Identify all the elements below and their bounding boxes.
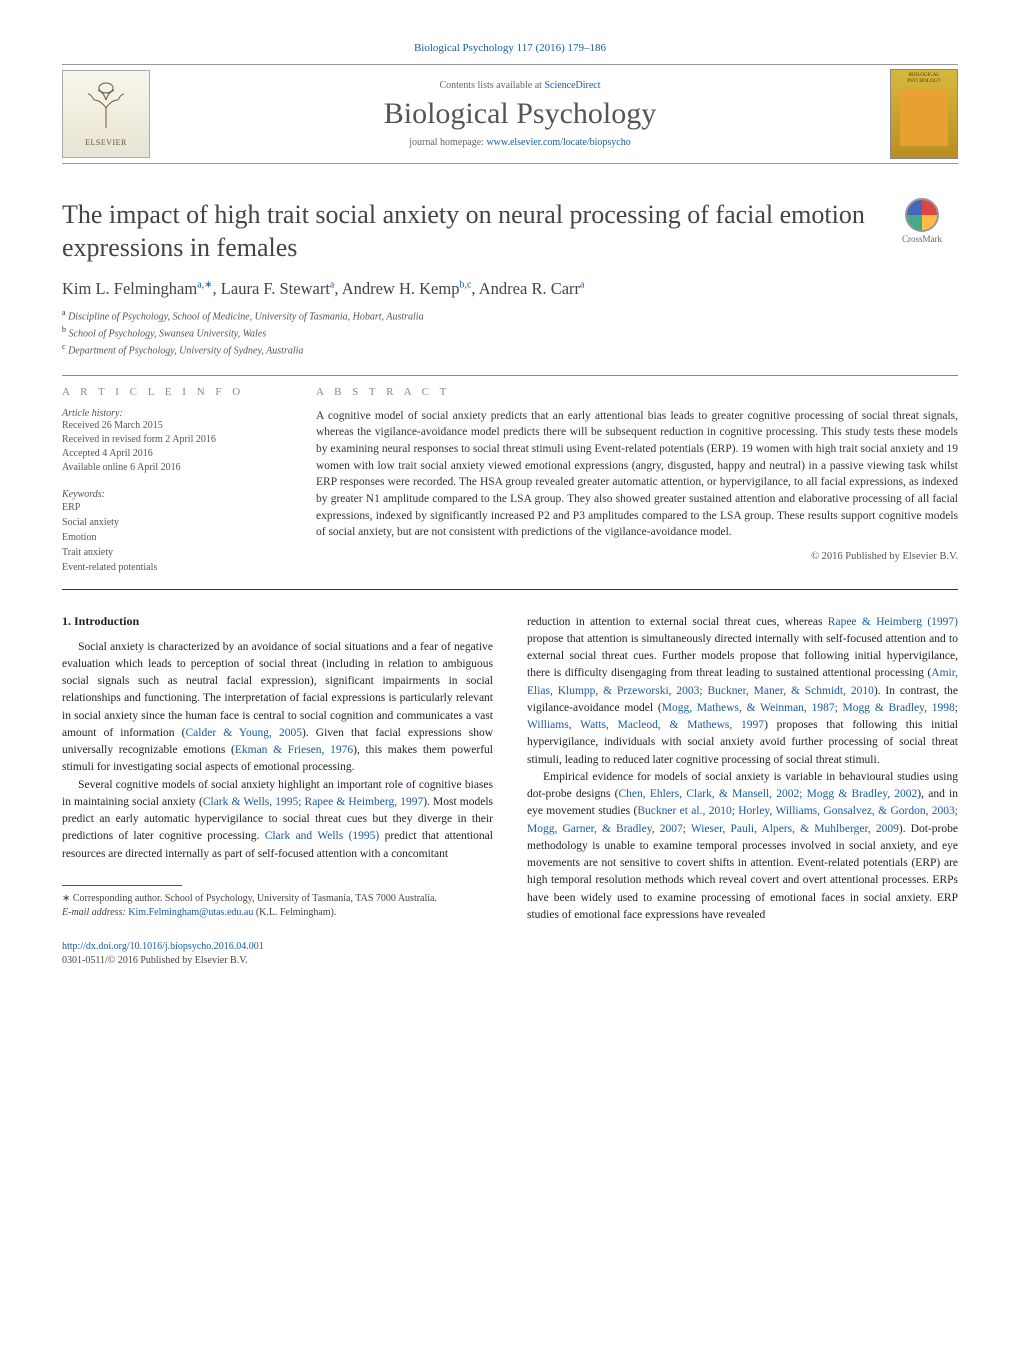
- paragraph: Empirical evidence for models of social …: [527, 769, 958, 924]
- citation-link[interactable]: Clark & Wells, 1995; Rapee & Heimberg, 1…: [203, 796, 423, 808]
- homepage-line: journal homepage: www.elsevier.com/locat…: [164, 137, 876, 148]
- section-heading: 1. Introduction: [62, 614, 493, 629]
- paragraph: Several cognitive models of social anxie…: [62, 777, 493, 863]
- article-info-column: a r t i c l e i n f o Article history: R…: [62, 386, 282, 575]
- column-left: 1. Introduction Social anxiety is charac…: [62, 614, 493, 968]
- abstract-copyright: © 2016 Published by Elsevier B.V.: [316, 551, 958, 562]
- email-post: (K.L. Felmingham).: [253, 907, 336, 918]
- affil-text: School of Psychology, Swansea University…: [66, 328, 266, 339]
- doi-link[interactable]: http://dx.doi.org/10.1016/j.biopsycho.20…: [62, 941, 264, 952]
- homepage-url[interactable]: www.elsevier.com/locate/biopsycho: [486, 137, 630, 148]
- abstract-column: a b s t r a c t A cognitive model of soc…: [316, 386, 958, 575]
- keyword-item: Event-related potentials: [62, 560, 282, 575]
- email-footnote: E-mail address: Kim.Felmingham@utas.edu.…: [62, 906, 493, 920]
- affiliation: a Discipline of Psychology, School of Me…: [62, 307, 958, 324]
- elsevier-tree-icon: [84, 82, 128, 138]
- body-text: ). Dot-probe methodology is unable to ex…: [527, 823, 958, 921]
- header-middle: Contents lists available at ScienceDirec…: [164, 80, 876, 148]
- abstract-heading: a b s t r a c t: [316, 386, 958, 398]
- contents-pre: Contents lists available at: [439, 80, 544, 91]
- history-label: Article history:: [62, 408, 282, 419]
- homepage-pre: journal homepage:: [409, 137, 486, 148]
- author-affil-sup: b,c: [459, 279, 471, 290]
- keyword-item: Emotion: [62, 530, 282, 545]
- author-affil-sup: ∗: [204, 279, 212, 290]
- journal-cover-thumb: BIOLOGICAL PSYCHOLOGY: [890, 69, 958, 159]
- paragraph: Social anxiety is characterized by an av…: [62, 639, 493, 777]
- affiliation: c Department of Psychology, University o…: [62, 341, 958, 358]
- column-right: reduction in attention to external socia…: [527, 614, 958, 968]
- crossmark-badge[interactable]: CrossMark: [886, 198, 958, 244]
- author-name: , Andrea R. Carr: [471, 279, 580, 298]
- citation-link[interactable]: Ekman & Friesen, 1976: [235, 744, 353, 756]
- keywords-label: Keywords:: [62, 489, 282, 500]
- article-info-heading: a r t i c l e i n f o: [62, 386, 282, 398]
- crossmark-label: CrossMark: [902, 234, 942, 244]
- abstract-text: A cognitive model of social anxiety pred…: [316, 408, 958, 541]
- affiliations: a Discipline of Psychology, School of Me…: [62, 307, 958, 359]
- keyword-item: Trait anxiety: [62, 545, 282, 560]
- meta-row: a r t i c l e i n f o Article history: R…: [62, 386, 958, 575]
- affiliation: b School of Psychology, Swansea Universi…: [62, 324, 958, 341]
- divider: [62, 375, 958, 376]
- article-title: The impact of high trait social anxiety …: [62, 198, 868, 265]
- history-item: Accepted 4 April 2016: [62, 447, 282, 461]
- title-row: The impact of high trait social anxiety …: [62, 198, 958, 265]
- author-affil-sup: a: [580, 279, 584, 290]
- keyword-item: Social anxiety: [62, 515, 282, 530]
- elsevier-logo: ELSEVIER: [62, 70, 150, 158]
- citation-link[interactable]: Rapee & Heimberg (1997): [828, 616, 958, 628]
- keyword-item: ERP: [62, 500, 282, 515]
- elsevier-label: ELSEVIER: [85, 138, 127, 147]
- author-name: , Laura F. Stewart: [213, 279, 330, 298]
- cover-label: BIOLOGICAL PSYCHOLOGY: [894, 73, 954, 84]
- body-text: Social anxiety is characterized by an av…: [62, 641, 493, 739]
- journal-header: ELSEVIER Contents lists available at Sci…: [62, 64, 958, 164]
- body-text: reduction in attention to external socia…: [527, 616, 828, 628]
- paragraph: reduction in attention to external socia…: [527, 614, 958, 769]
- sciencedirect-link[interactable]: ScienceDirect: [544, 80, 600, 91]
- page: Biological Psychology 117 (2016) 179–186…: [0, 0, 1020, 1010]
- email-label: E-mail address:: [62, 907, 128, 918]
- history-item: Received in revised form 2 April 2016: [62, 433, 282, 447]
- footnote-rule: [62, 885, 182, 886]
- body-text: propose that attention is simultaneously…: [527, 633, 958, 680]
- history-list: Received 26 March 2015Received in revise…: [62, 419, 282, 475]
- body-columns: 1. Introduction Social anxiety is charac…: [62, 614, 958, 968]
- affil-text: Discipline of Psychology, School of Medi…: [66, 311, 424, 322]
- author-name: , Andrew H. Kemp: [334, 279, 459, 298]
- corresponding-author-footnote: ∗ Corresponding author. School of Psycho…: [62, 892, 493, 906]
- keywords-list: ERPSocial anxietyEmotionTrait anxietyEve…: [62, 500, 282, 575]
- author-name: Kim L. Felmingham: [62, 279, 197, 298]
- contents-line: Contents lists available at ScienceDirec…: [164, 80, 876, 91]
- citation-link[interactable]: Chen, Ehlers, Clark, & Mansell, 2002; Mo…: [618, 788, 917, 800]
- citation-link[interactable]: Calder & Young, 2005: [186, 727, 303, 739]
- author-list: Kim L. Felminghama,∗, Laura F. Stewarta,…: [62, 279, 958, 299]
- journal-title: Biological Psychology: [164, 97, 876, 131]
- history-item: Received 26 March 2015: [62, 419, 282, 433]
- crossmark-icon: [905, 198, 939, 232]
- divider-thick: [62, 589, 958, 590]
- issn-line: 0301-0511/© 2016 Published by Elsevier B…: [62, 954, 493, 968]
- history-item: Available online 6 April 2016: [62, 461, 282, 475]
- cover-image-icon: [900, 90, 948, 146]
- journal-reference: Biological Psychology 117 (2016) 179–186: [62, 42, 958, 54]
- citation-link[interactable]: Clark and Wells (1995): [265, 830, 380, 842]
- affil-text: Department of Psychology, University of …: [66, 346, 304, 357]
- doi-block: http://dx.doi.org/10.1016/j.biopsycho.20…: [62, 940, 493, 968]
- email-link[interactable]: Kim.Felmingham@utas.edu.au: [128, 907, 253, 918]
